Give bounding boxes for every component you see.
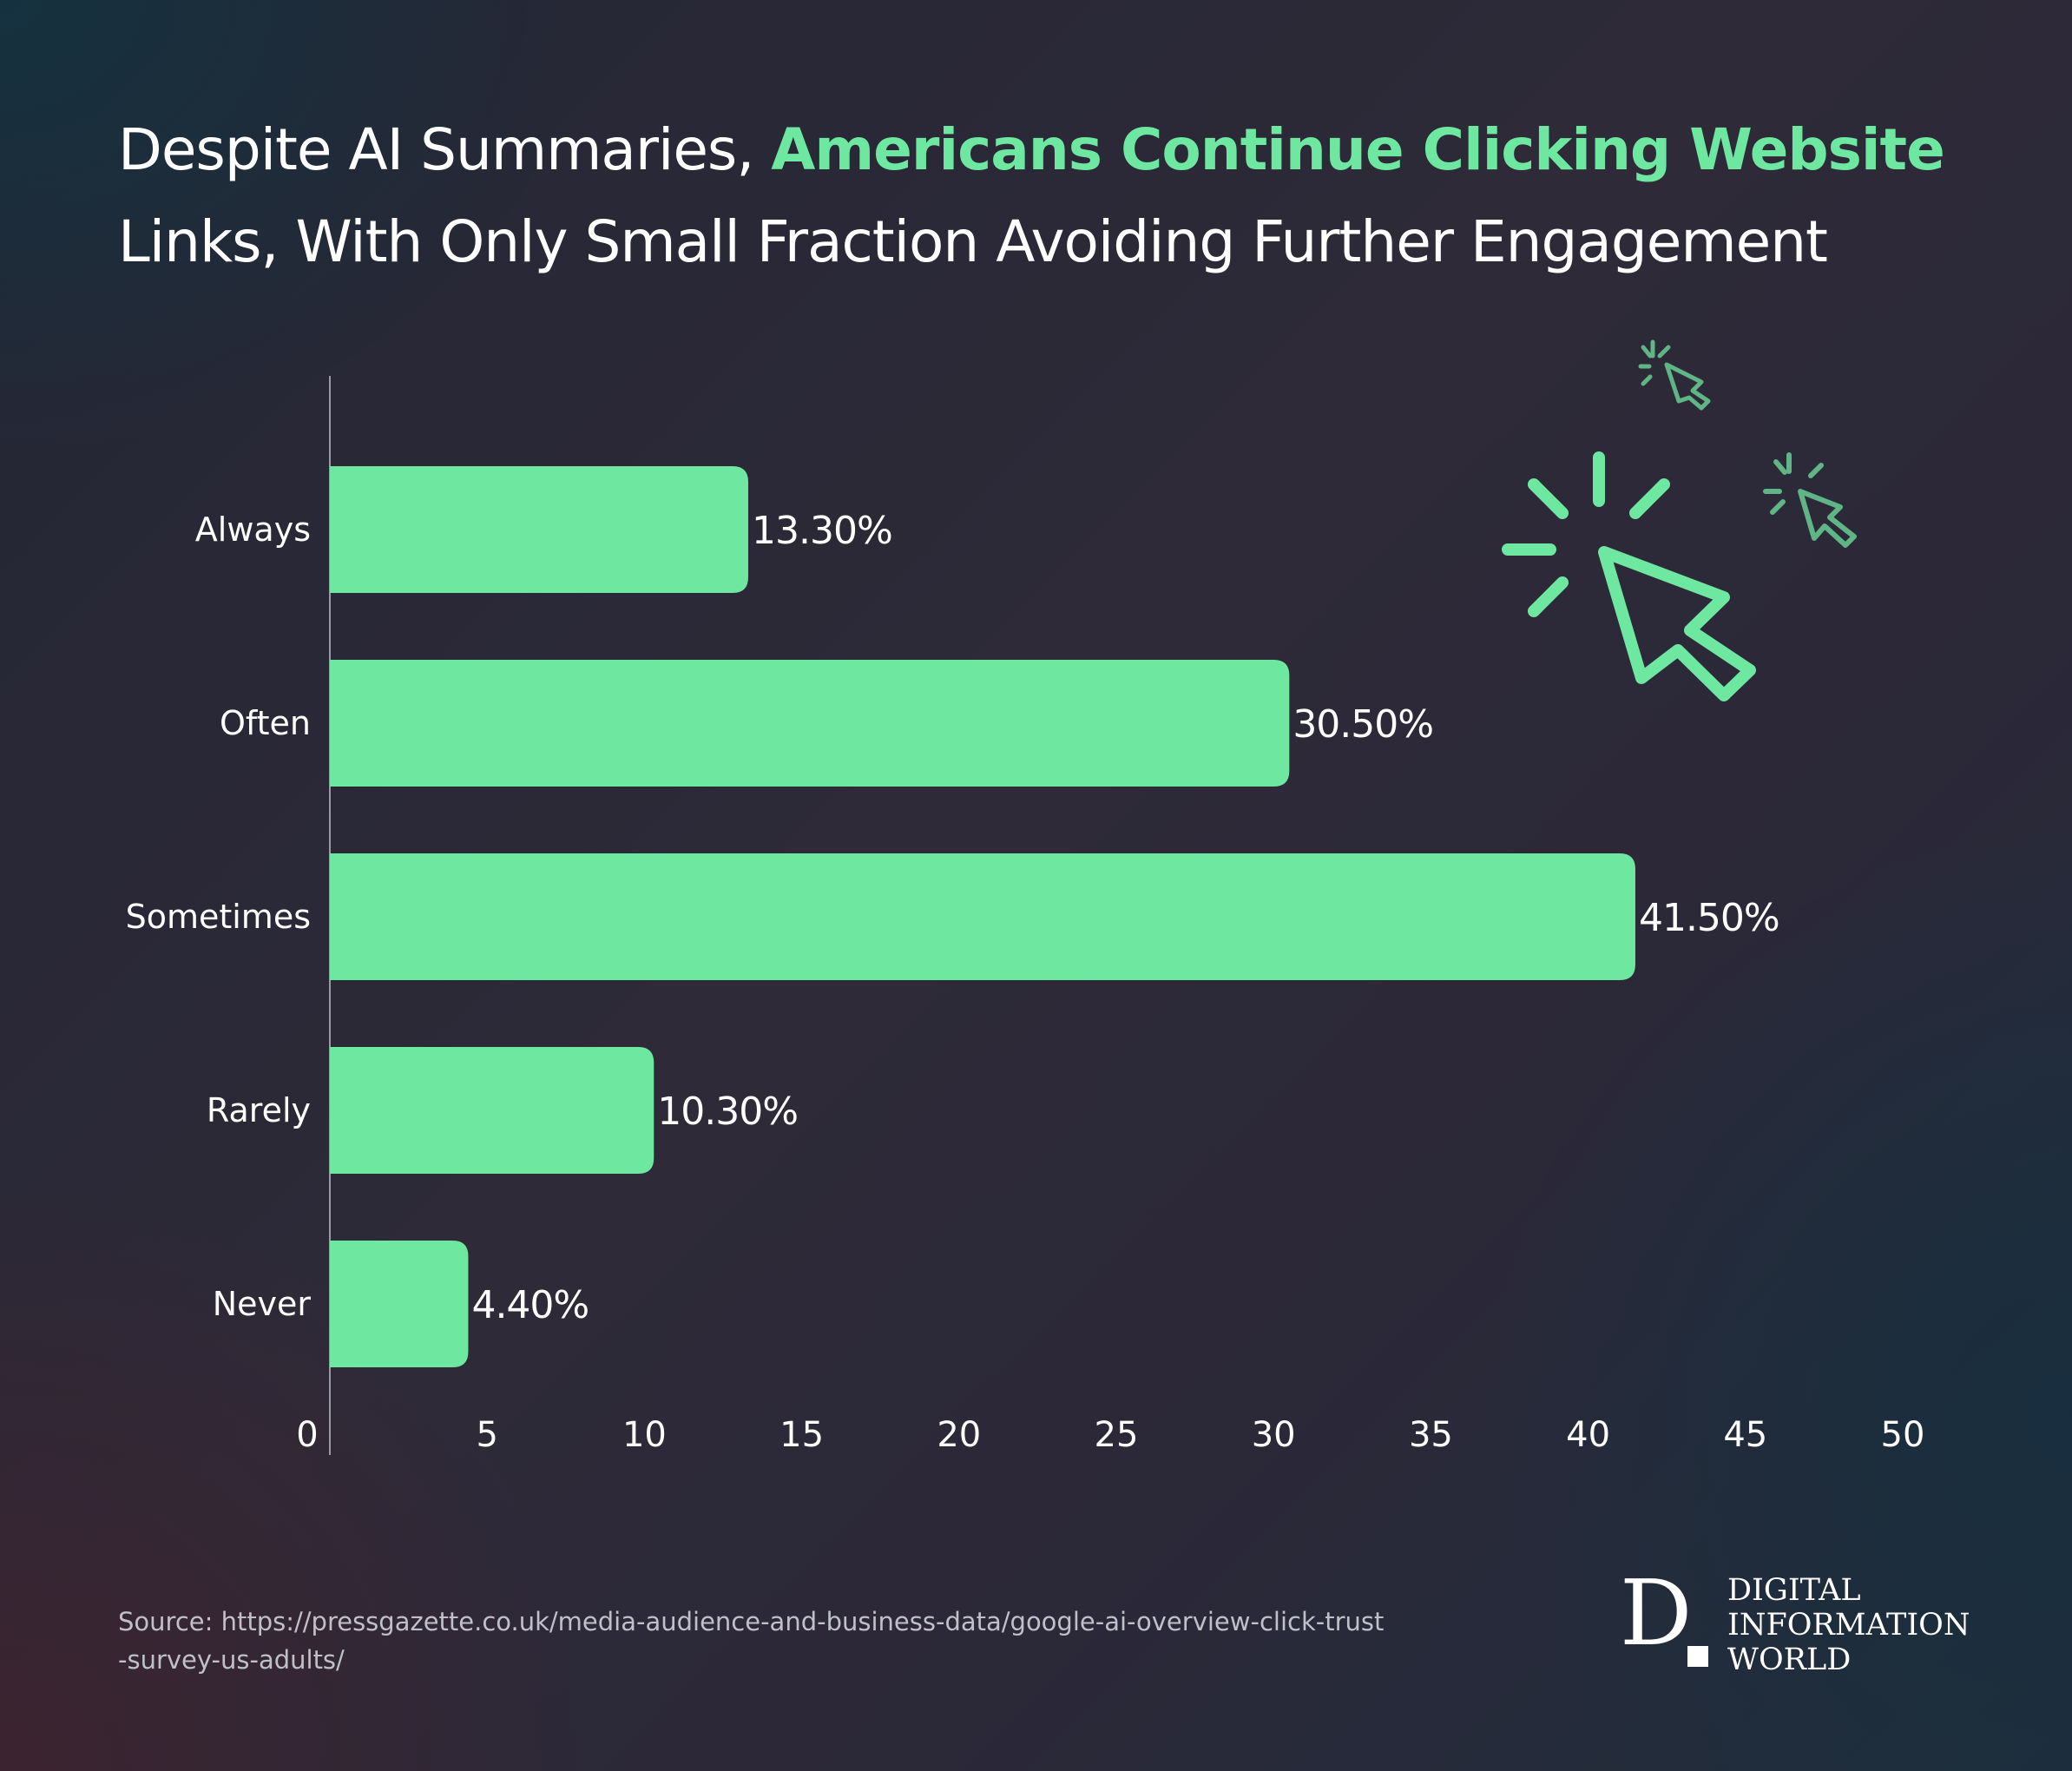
cursor-click-icon <box>1502 339 1857 701</box>
x-tick-label: 0 <box>296 1415 318 1455</box>
source-note: Source: https://pressgazette.co.uk/media… <box>118 1607 1385 1675</box>
bar-always <box>330 466 748 593</box>
value-label-never: 4.40% <box>471 1283 589 1327</box>
category-label-sometimes: Sometimes <box>126 898 311 936</box>
category-label-rarely: Rarely <box>207 1091 311 1129</box>
x-tick-label: 10 <box>622 1415 667 1455</box>
category-label-never: Never <box>213 1285 312 1323</box>
category-label-often: Often <box>220 704 311 742</box>
bars-group: Always 13.30% Often 30.50% Sometimes 41.50% Ra… <box>126 466 1780 1367</box>
title-part-1: Despite AI Summaries, <box>118 116 772 183</box>
value-label-often: 30.50% <box>1293 702 1433 747</box>
x-tick-label: 5 <box>476 1415 497 1455</box>
value-label-sometimes: 41.50% <box>1639 896 1779 940</box>
bar-rarely <box>330 1047 654 1174</box>
x-ticks-group: 0 5 10 15 20 25 30 35 40 45 50 <box>296 1415 1924 1455</box>
bar-never <box>330 1241 469 1367</box>
x-tick-label: 20 <box>937 1415 981 1455</box>
logo-wordmark: DIGITAL INFORMATION WORLD <box>1727 1573 1970 1677</box>
x-tick-label: 15 <box>779 1415 824 1455</box>
title-part-2: Links, With Only Small Fraction Avoiding… <box>118 208 1828 275</box>
logo-line-3: WORLD <box>1727 1643 1852 1677</box>
value-label-always: 13.30% <box>752 509 892 553</box>
logo-square <box>1687 1646 1708 1667</box>
title-highlight: Americans Continue Clicking Website <box>771 116 1945 183</box>
x-tick-label: 45 <box>1723 1415 1767 1455</box>
logo-line-2: INFORMATION <box>1727 1608 1970 1643</box>
x-tick-label: 50 <box>1881 1415 1925 1455</box>
value-label-rarely: 10.30% <box>657 1090 798 1134</box>
category-label-always: Always <box>195 510 311 549</box>
x-tick-label: 35 <box>1409 1415 1453 1455</box>
brand-logo: D DIGITAL INFORMATION WORLD <box>1620 1561 1984 1681</box>
bar-often <box>330 660 1290 787</box>
x-tick-label: 40 <box>1566 1415 1610 1455</box>
logo-letter: D <box>1620 1560 1693 1666</box>
logo-line-1: DIGITAL <box>1727 1573 1861 1608</box>
chart-title: Despite AI Summaries, Americans Continue… <box>118 104 1984 288</box>
x-tick-label: 25 <box>1095 1415 1139 1455</box>
x-tick-label: 30 <box>1252 1415 1296 1455</box>
bar-sometimes <box>330 853 1635 980</box>
